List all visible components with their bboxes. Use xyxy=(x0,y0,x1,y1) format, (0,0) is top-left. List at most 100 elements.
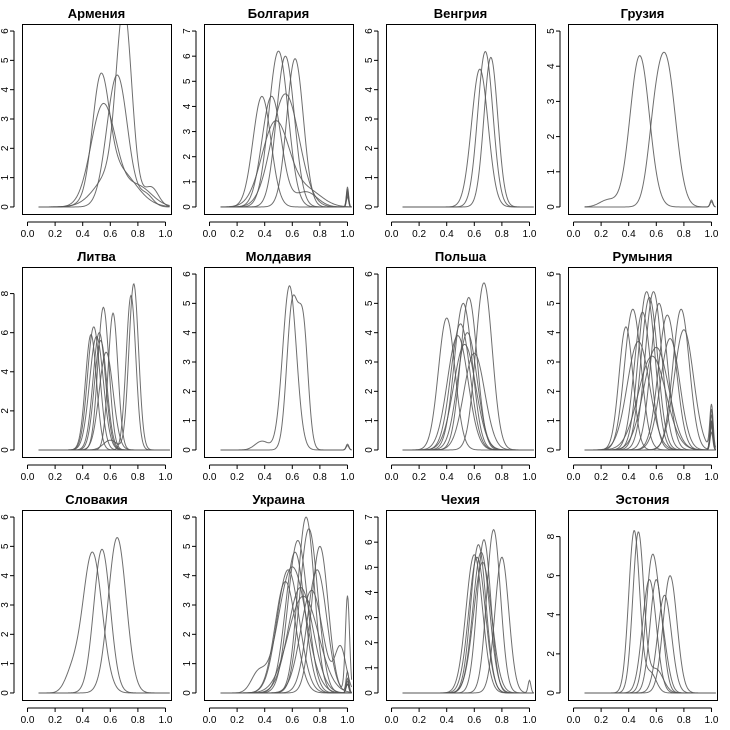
density-line-10 xyxy=(38,351,170,451)
panel-1: Армения 0.0 0.2 0.4 0.6 0.8 1.0 0 1 2 3 4 5 6 xyxy=(0,6,173,240)
y-tick-label: 6 xyxy=(0,514,11,520)
x-tick-label: 0.4 xyxy=(76,715,90,726)
y-tick-label: 3 xyxy=(364,614,375,620)
plot-frame xyxy=(22,510,172,701)
plot-frame xyxy=(22,267,172,458)
y-tick-label: 1 xyxy=(0,174,11,180)
density-line-1 xyxy=(402,50,534,208)
plot-frame xyxy=(386,510,536,701)
y-tick-label: 5 xyxy=(364,57,375,63)
panel-7: Польша 0.0 0.2 0.4 0.6 0.8 1.0 0 1 2 3 4 5 6 xyxy=(364,249,537,483)
y-tick-label: 1 xyxy=(182,660,193,666)
y-tick-label: 8 xyxy=(0,290,11,296)
x-tick-label: 0.2 xyxy=(412,715,426,726)
y-tick-label: 6 xyxy=(546,572,557,578)
x-tick-label: 0.8 xyxy=(313,472,327,483)
panel-title: Эстония xyxy=(615,492,669,507)
x-tick-label: 0.4 xyxy=(622,229,636,240)
series-group xyxy=(38,282,170,451)
plot-frame xyxy=(22,24,172,215)
density-line-2 xyxy=(38,74,170,208)
density-line-14 xyxy=(584,355,717,451)
y-tick-label: 2 xyxy=(364,639,375,645)
y-tick-label: 3 xyxy=(0,602,11,608)
x-tick-label: 0.6 xyxy=(103,472,117,483)
x-tick-label: 0.2 xyxy=(594,472,608,483)
series-group xyxy=(402,282,534,451)
panel-8: Румыния 0.0 0.2 0.4 0.6 0.8 1.0 0 1 2 3 4 5 6 xyxy=(546,249,719,483)
panel-5: Литва 0.0 0.2 0.4 0.6 0.8 1.0 0 2 4 6 8 xyxy=(0,249,173,483)
density-line-3 xyxy=(220,58,352,208)
density-line-4 xyxy=(38,102,170,208)
y-tick-label: 2 xyxy=(182,631,193,637)
density-line-7 xyxy=(220,569,352,694)
x-tick-label: 0.4 xyxy=(440,229,454,240)
x-tick-label: 0.6 xyxy=(285,715,299,726)
x-tick-label: 0.0 xyxy=(385,229,399,240)
y-tick-label: 5 xyxy=(364,564,375,570)
x-tick-label: 0.8 xyxy=(131,472,145,483)
x-tick-label: 0.0 xyxy=(567,472,581,483)
y-tick-label: 2 xyxy=(0,408,11,414)
y-tick-label: 0 xyxy=(364,690,375,696)
panel-title: Чехия xyxy=(441,492,480,507)
density-line-2 xyxy=(38,548,170,694)
y-tick-label: 2 xyxy=(546,388,557,394)
x-tick-label: 1.0 xyxy=(705,229,719,240)
panel-3: Венгрия 0.0 0.2 0.4 0.6 0.8 1.0 0 1 2 3 4 5 6 xyxy=(364,6,537,240)
y-tick-label: 5 xyxy=(546,28,557,34)
x-tick-label: 0.4 xyxy=(76,229,90,240)
y-tick-label: 1 xyxy=(364,665,375,671)
y-tick-label: 7 xyxy=(182,28,193,34)
series-group xyxy=(38,24,170,208)
y-tick-label: 4 xyxy=(0,369,11,375)
series-group xyxy=(220,285,352,451)
x-tick-label: 0.0 xyxy=(21,229,35,240)
x-tick-label: 0.8 xyxy=(313,715,327,726)
y-tick-label: 3 xyxy=(364,116,375,122)
y-tick-label: 4 xyxy=(182,103,193,109)
x-tick-label: 0.0 xyxy=(385,472,399,483)
y-tick-label: 5 xyxy=(182,78,193,84)
x-tick-label: 0.4 xyxy=(440,472,454,483)
plot-frame xyxy=(204,24,354,215)
panel-title: Украина xyxy=(252,492,305,507)
panel-title: Словакия xyxy=(65,492,128,507)
x-tick-label: 0.8 xyxy=(495,472,509,483)
series-group xyxy=(584,291,717,451)
density-line-2 xyxy=(220,55,352,208)
y-tick-label: 5 xyxy=(182,543,193,549)
x-tick-label: 0.8 xyxy=(677,229,691,240)
x-tick-label: 0.0 xyxy=(567,715,581,726)
y-tick-label: 1 xyxy=(182,417,193,423)
y-tick-label: 3 xyxy=(182,602,193,608)
panel-9: Словакия 0.0 0.2 0.4 0.6 0.8 1.0 0 1 2 3 4 5 6 xyxy=(0,492,173,726)
y-tick-label: 0 xyxy=(364,447,375,453)
density-line-9 xyxy=(402,352,534,451)
y-tick-label: 6 xyxy=(0,329,11,335)
x-tick-label: 1.0 xyxy=(341,715,355,726)
y-tick-label: 6 xyxy=(0,28,11,34)
x-tick-label: 0.0 xyxy=(203,715,217,726)
density-line-5 xyxy=(584,579,716,694)
x-tick-label: 1.0 xyxy=(159,229,173,240)
x-tick-label: 0.2 xyxy=(412,229,426,240)
plot-frame xyxy=(204,267,354,458)
x-tick-label: 0.2 xyxy=(230,715,244,726)
x-tick-label: 0.8 xyxy=(495,229,509,240)
panel-title: Молдавия xyxy=(246,249,312,264)
panel-title: Армения xyxy=(68,6,125,21)
density-line-4 xyxy=(220,95,352,208)
panel-2: Болгария 0.0 0.2 0.4 0.6 0.8 1.0 0 1 2 3 4 5 6 7 xyxy=(182,6,355,240)
y-tick-label: 0 xyxy=(546,447,557,453)
panel-title: Румыния xyxy=(613,249,673,264)
density-line-3 xyxy=(402,302,534,451)
x-tick-label: 0.4 xyxy=(258,472,272,483)
y-tick-label: 2 xyxy=(364,145,375,151)
x-tick-label: 1.0 xyxy=(523,715,537,726)
y-tick-label: 6 xyxy=(182,53,193,59)
density-line-1 xyxy=(402,282,534,451)
x-tick-label: 0.6 xyxy=(467,715,481,726)
y-tick-label: 0 xyxy=(0,447,11,453)
x-tick-label: 0.4 xyxy=(622,472,636,483)
